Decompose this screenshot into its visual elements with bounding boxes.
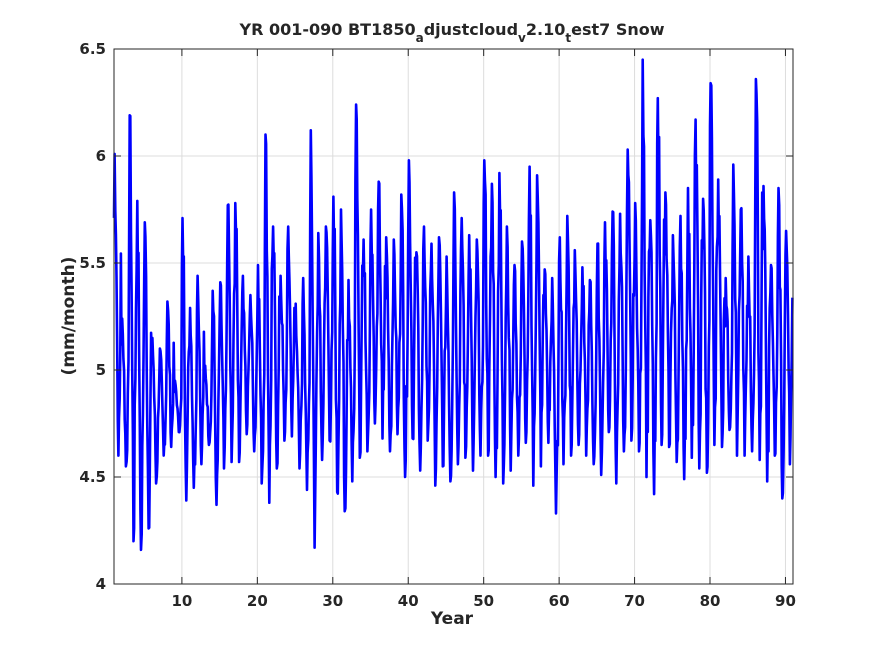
y-axis-label: (mm/month)	[59, 257, 79, 376]
x-tick-label: 50	[473, 592, 494, 610]
y-tick-label: 6.5	[79, 40, 106, 58]
y-ticks: 4 4.5 5 5.5 6 6.5	[79, 40, 793, 593]
title-part: v	[518, 31, 526, 45]
y-tick-label: 5.5	[79, 254, 106, 272]
y-tick-label: 5	[96, 361, 106, 379]
plot-area	[112, 58, 794, 552]
x-tick-label: 20	[247, 592, 268, 610]
x-tick-label: 30	[322, 592, 343, 610]
title-part: t	[565, 31, 571, 45]
series-line	[112, 58, 794, 552]
x-tick-label: 40	[398, 592, 419, 610]
x-tick-label: 60	[549, 592, 570, 610]
chart-title: YR 001-090 BT1850adjustcloudv2.10test7 S…	[238, 20, 664, 45]
x-tick-label: 70	[624, 592, 645, 610]
title-part: a	[416, 31, 424, 45]
y-tick-label: 4	[96, 575, 106, 593]
title-part: 2.10	[526, 20, 565, 39]
title-part: est7 Snow	[571, 20, 665, 39]
title-part: YR 001-090 BT1850	[238, 20, 415, 39]
x-tick-label: 90	[775, 592, 796, 610]
x-ticks: 10 20 30 40 50 60 70 80 90	[171, 49, 796, 610]
x-axis-label: Year	[430, 609, 474, 629]
x-tick-label: 10	[171, 592, 192, 610]
title-part: djustcloud	[424, 20, 518, 39]
y-tick-label: 6	[96, 147, 106, 165]
x-tick-label: 80	[700, 592, 721, 610]
axes-box	[113, 48, 794, 585]
y-tick-label: 4.5	[79, 468, 106, 486]
